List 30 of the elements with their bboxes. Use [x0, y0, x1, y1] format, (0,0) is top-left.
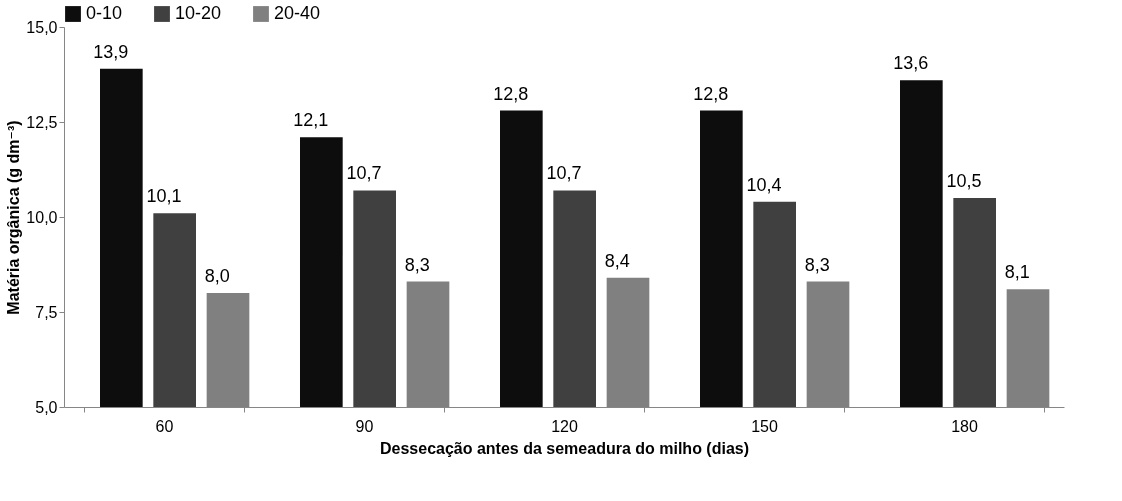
y-tick-label: 12,5 — [26, 113, 58, 131]
legend-label: 10-20 — [175, 3, 222, 23]
legend-label: 20-40 — [274, 3, 321, 23]
data-label: 13,6 — [893, 53, 929, 74]
y-axis-title: Matéria orgânica (g dm⁻³) — [5, 120, 23, 315]
data-label: 8,1 — [1004, 262, 1030, 283]
data-label: 10,7 — [546, 163, 582, 184]
data-label: 13,9 — [93, 41, 129, 62]
data-label: 12,1 — [293, 110, 329, 131]
x-tick-label: 180 — [951, 417, 978, 435]
y-tick-label: 15,0 — [26, 18, 58, 36]
y-tick-label: 7,5 — [35, 303, 58, 321]
x-tick-label: 120 — [551, 417, 578, 435]
data-label: 8,4 — [604, 250, 630, 271]
data-label: 8,0 — [204, 266, 230, 286]
y-tick-label: 5,0 — [35, 398, 58, 416]
data-label: 10,7 — [346, 163, 382, 184]
data-label: 10,4 — [746, 174, 782, 195]
data-label: 8,3 — [404, 254, 430, 275]
y-tick-label: 10,0 — [26, 208, 58, 226]
data-label: 10,5 — [946, 171, 982, 191]
x-tick-label: 60 — [155, 417, 174, 435]
data-label: 10,1 — [146, 186, 182, 207]
x-tick-label: 150 — [751, 417, 778, 435]
data-label: 8,3 — [804, 254, 830, 275]
legend-label: 0-10 — [86, 3, 123, 23]
x-axis-title: Dessecação antes da semeadura do milho (dias) — [379, 439, 750, 457]
data-label: 12,8 — [693, 83, 729, 104]
data-label: 12,8 — [493, 83, 529, 104]
x-tick-label: 90 — [355, 417, 374, 435]
